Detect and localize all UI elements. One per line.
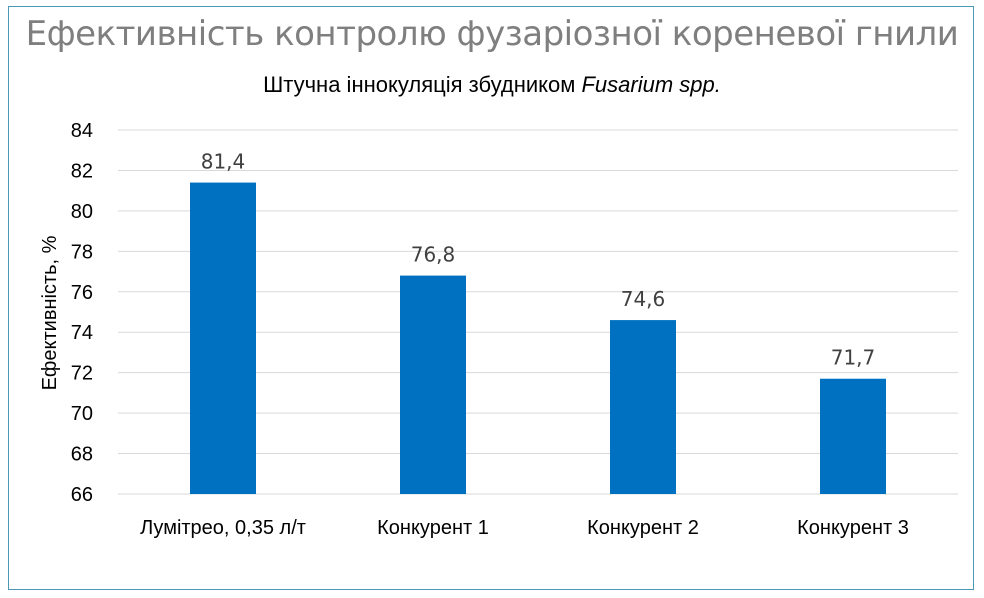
- y-tick-label: 74: [71, 322, 93, 344]
- data-label: 76,8: [411, 243, 456, 267]
- y-axis-label: Ефективність, %: [39, 235, 61, 390]
- data-labels: 81,4 76,8 74,6 71,7: [201, 150, 876, 370]
- bar: [400, 275, 466, 494]
- chart-frame: [8, 6, 974, 590]
- x-category-label: Конкурент 1: [377, 517, 489, 539]
- y-tick-label: 70: [71, 403, 93, 425]
- data-label: 74,6: [621, 287, 666, 311]
- chart-subtitle: Штучна іннокуляція збудником Fusarium sp…: [0, 72, 984, 98]
- data-label: 81,4: [201, 150, 246, 174]
- y-tick-label: 68: [71, 444, 93, 466]
- y-tick-label: 78: [71, 241, 93, 263]
- data-label: 71,7: [831, 346, 876, 370]
- chart-subtitle-species: Fusarium spp.: [581, 72, 721, 97]
- bar: [610, 320, 676, 494]
- bar: [820, 378, 886, 494]
- chart-title: Ефективність контролю фузаріозної корене…: [25, 14, 959, 54]
- y-axis-ticks: 66 68 70 72 74 76 78 80 82 84: [71, 120, 93, 506]
- bars: [190, 182, 886, 495]
- chart-subtitle-text: Штучна іннокуляція збудником: [263, 72, 582, 97]
- gridlines: [118, 129, 958, 495]
- x-category-label: Конкурент 2: [587, 517, 699, 539]
- y-tick-label: 84: [71, 120, 93, 142]
- y-tick-label: 82: [71, 160, 93, 182]
- x-axis-categories: Лумітрео, 0,35 л/т Конкурент 1 Конкурент 2…: [140, 517, 909, 539]
- x-category-label: Конкурент 3: [797, 517, 909, 539]
- y-tick-label: 76: [71, 282, 93, 304]
- bar: [190, 182, 256, 495]
- y-tick-label: 66: [71, 484, 93, 506]
- y-tick-label: 72: [71, 363, 93, 385]
- y-tick-label: 80: [71, 201, 93, 223]
- x-category-label: Лумітрео, 0,35 л/т: [140, 517, 306, 539]
